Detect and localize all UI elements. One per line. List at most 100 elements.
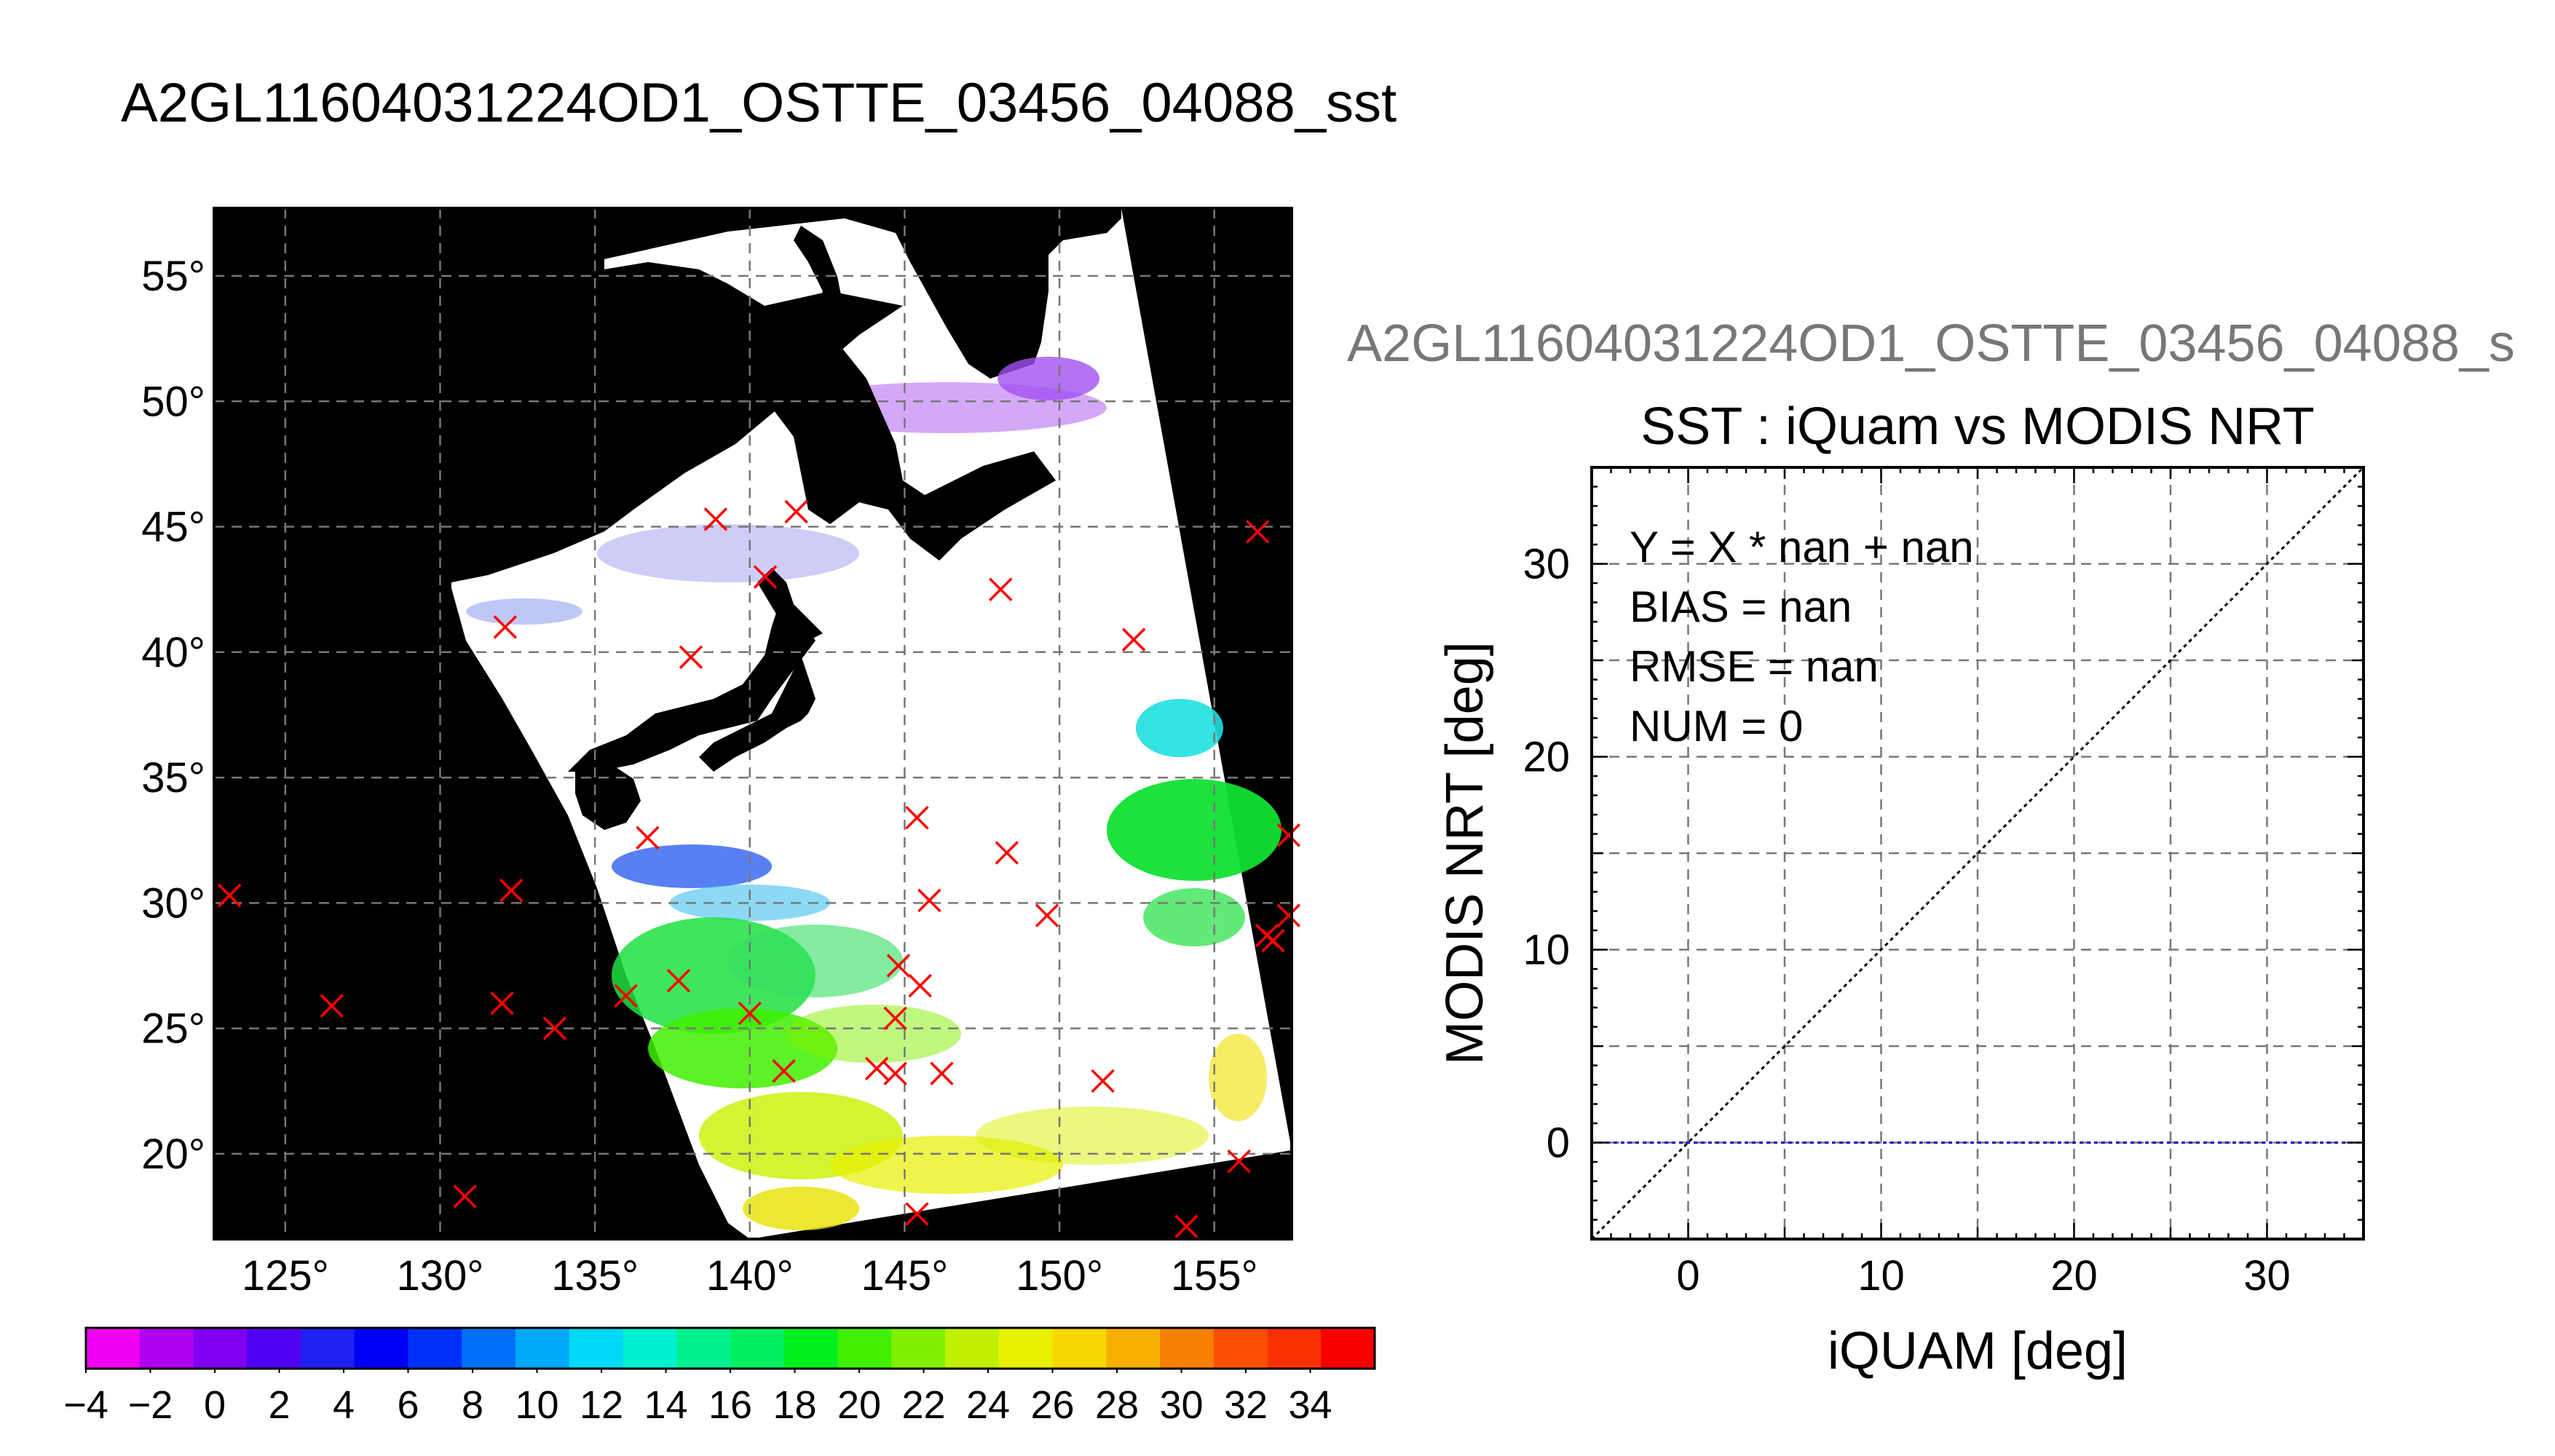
matchup-marker bbox=[1276, 903, 1300, 927]
matchup-marker bbox=[1227, 1149, 1251, 1174]
colorbar-cell bbox=[86, 1328, 141, 1369]
colorbar-tick-label: 20 bbox=[837, 1383, 881, 1427]
matchup-marker bbox=[679, 645, 703, 669]
sst-patch bbox=[998, 357, 1099, 400]
marker-stroke bbox=[1035, 903, 1059, 927]
colorbar-cell bbox=[730, 1328, 785, 1369]
marker-stroke bbox=[542, 1016, 567, 1040]
page-title: A2GL11604031224OD1_OSTTE_03456_04088_sst bbox=[121, 72, 1397, 134]
scatter-annotation: Y = X * nan + nan bbox=[1630, 523, 1974, 571]
colorbar-tick-label: 14 bbox=[644, 1383, 687, 1427]
matchup-marker bbox=[1035, 903, 1059, 927]
sst-patch bbox=[728, 925, 903, 997]
matchup-marker bbox=[490, 991, 514, 1016]
matchup-marker bbox=[905, 805, 929, 830]
colorbar-cell bbox=[1052, 1328, 1107, 1369]
matchup-marker bbox=[886, 954, 911, 978]
map-y-tick-label: 25° bbox=[141, 1005, 205, 1053]
marker-stroke bbox=[908, 973, 932, 998]
matchup-marker bbox=[1174, 1214, 1198, 1239]
sst-patch bbox=[1107, 779, 1282, 881]
matchup-marker bbox=[493, 615, 518, 639]
map-y-tick-label: 45° bbox=[141, 504, 205, 551]
map-x-tick-label: 145° bbox=[861, 1252, 948, 1299]
matchup-marker bbox=[1121, 628, 1146, 652]
matchup-marker bbox=[453, 1184, 477, 1208]
marker-stroke bbox=[1174, 1214, 1198, 1239]
colorbar-tick-label: 22 bbox=[901, 1383, 945, 1427]
sst-patch bbox=[612, 844, 772, 888]
colorbar-tick-label: 6 bbox=[397, 1383, 419, 1427]
colorbar-tick-label: 4 bbox=[333, 1383, 355, 1427]
scatter-y-axis-label: MODIS NRT [deg] bbox=[1436, 641, 1494, 1065]
matchup-marker bbox=[1245, 520, 1270, 544]
sst-patch bbox=[597, 524, 859, 582]
sst-patch bbox=[1136, 699, 1223, 757]
marker-stroke bbox=[493, 615, 518, 639]
colorbar-cell bbox=[569, 1328, 623, 1369]
sst-patch bbox=[743, 1187, 859, 1230]
matchup-marker bbox=[703, 507, 728, 531]
scatter-annotation: BIAS = nan bbox=[1630, 582, 1852, 631]
matchup-marker bbox=[905, 1202, 929, 1226]
marker-stroke bbox=[1276, 903, 1300, 927]
colorbar-cell bbox=[1160, 1328, 1215, 1369]
marker-stroke bbox=[784, 499, 808, 524]
scatter-y-tick-label: 10 bbox=[1523, 927, 1570, 974]
colorbar-tick-label: 12 bbox=[580, 1383, 623, 1427]
map-x-tick-label: 140° bbox=[706, 1252, 794, 1299]
marker-stroke bbox=[1276, 823, 1300, 847]
colorbar-cell bbox=[998, 1328, 1053, 1369]
marker-stroke bbox=[753, 565, 778, 589]
map-y-tick-label: 50° bbox=[141, 378, 205, 425]
land-sakhalin bbox=[808, 291, 837, 349]
colorbar-cell bbox=[945, 1328, 1000, 1369]
marker-stroke bbox=[772, 1059, 796, 1083]
map-x-tick-label: 155° bbox=[1171, 1252, 1258, 1299]
scatter-y-tick-label: 0 bbox=[1547, 1120, 1570, 1167]
matchup-marker bbox=[908, 973, 932, 998]
marker-stroke bbox=[905, 1202, 929, 1226]
colorbar-cell bbox=[783, 1328, 838, 1369]
colorbar-cell bbox=[247, 1328, 301, 1369]
scatter-x-tick-label: 10 bbox=[1857, 1252, 1905, 1299]
marker-stroke bbox=[883, 1061, 907, 1085]
colorbar-tick-label: 24 bbox=[966, 1383, 1010, 1427]
matchup-marker bbox=[753, 565, 778, 589]
colorbar-tick-label: 30 bbox=[1159, 1383, 1203, 1427]
marker-stroke bbox=[886, 954, 911, 978]
map-tick-labels: 125° 130° 135° 140° 145° 150° 155° 55° 50° 45° 40°… bbox=[141, 253, 1257, 1299]
sst-patch bbox=[976, 1107, 1209, 1165]
colorbar-cell bbox=[193, 1328, 248, 1369]
matchup-marker bbox=[542, 1016, 567, 1040]
colorbar-tick-label: −2 bbox=[128, 1383, 173, 1427]
scatter-gridlines bbox=[1592, 467, 2364, 1239]
matchup-marker bbox=[1091, 1069, 1115, 1093]
map-x-tick-label: 150° bbox=[1016, 1252, 1103, 1299]
marker-stroke bbox=[636, 826, 660, 850]
marker-stroke bbox=[453, 1184, 477, 1208]
colorbar-tick-label: 0 bbox=[204, 1383, 226, 1427]
colorbar-cell bbox=[354, 1328, 408, 1369]
scatter-annotation: RMSE = nan bbox=[1630, 642, 1879, 691]
map-gridlines bbox=[214, 208, 1292, 1239]
matchup-marker bbox=[883, 1061, 907, 1085]
sst-colorbar: −4 −2 0 2 4 6 8 10 12 14 16 18 20 22 24 26 28 30 32 34 bbox=[63, 1326, 1376, 1427]
colorbar-cell bbox=[139, 1328, 194, 1369]
colorbar-cell bbox=[301, 1328, 355, 1369]
colorbar-cell bbox=[462, 1328, 516, 1369]
scatter-title: SST : iQuam vs MODIS NRT bbox=[1640, 397, 2315, 456]
scatter-x-axis-label: iQUAM [deg] bbox=[1828, 1322, 2128, 1380]
colorbar-cell bbox=[408, 1328, 462, 1369]
marker-stroke bbox=[864, 1056, 889, 1080]
marker-stroke bbox=[218, 883, 242, 908]
matchup-marker bbox=[772, 1059, 796, 1083]
matchup-marker bbox=[614, 984, 638, 1008]
marker-stroke bbox=[1227, 1149, 1251, 1174]
colorbar-tick-label: 26 bbox=[1030, 1383, 1074, 1427]
scatter-reference-lines bbox=[1590, 466, 2365, 1241]
matchup-marker bbox=[1261, 928, 1285, 953]
colorbar-cell bbox=[1213, 1328, 1268, 1369]
